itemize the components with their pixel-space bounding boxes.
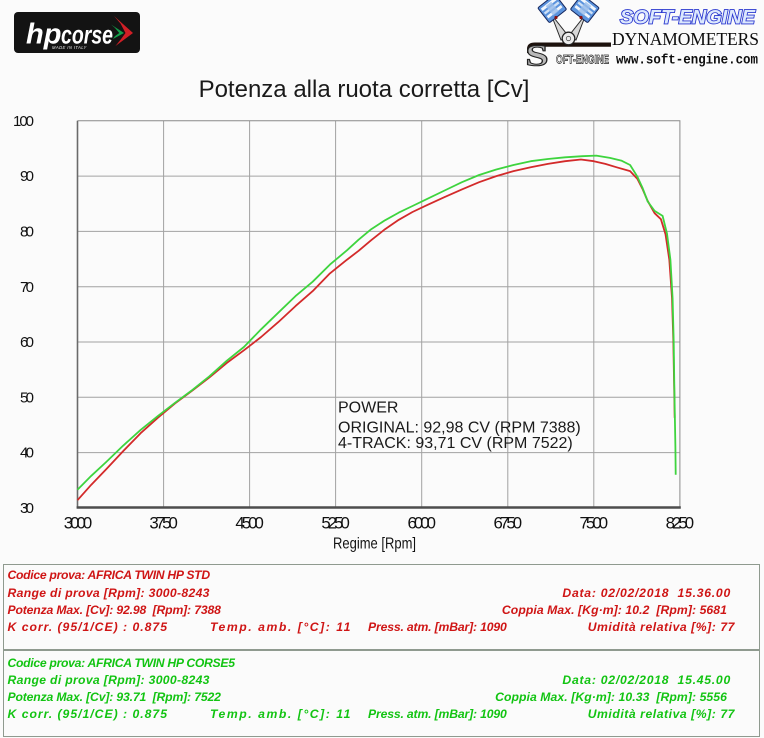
svg-text:8250: 8250 xyxy=(666,514,695,533)
svg-text:80: 80 xyxy=(20,224,34,241)
svg-text:100: 100 xyxy=(13,113,34,130)
svg-text:DYNAMOMETERS: DYNAMOMETERS xyxy=(612,29,759,49)
svg-text:40: 40 xyxy=(20,445,34,462)
svg-text:corse: corse xyxy=(61,20,113,50)
svg-text:90: 90 xyxy=(20,168,34,185)
svg-text:Potenza alla ruota corretta [C: Potenza alla ruota corretta [Cv] xyxy=(199,76,530,103)
svg-text:7500: 7500 xyxy=(580,514,609,533)
svg-text:4500: 4500 xyxy=(235,514,264,533)
svg-text:ORIGINAL: 92,98 CV (RPM 7388): ORIGINAL: 92,98 CV (RPM 7388) xyxy=(338,420,581,437)
svg-text:www.soft-engine.com: www.soft-engine.com xyxy=(616,54,758,69)
svg-text:S: S xyxy=(525,38,548,73)
svg-text:MADE IN ITALY: MADE IN ITALY xyxy=(52,45,88,50)
svg-text:50: 50 xyxy=(20,389,34,406)
svg-text:6750: 6750 xyxy=(494,514,523,533)
svg-text:3750: 3750 xyxy=(149,514,178,533)
svg-text:6000: 6000 xyxy=(407,514,436,533)
svg-text:5250: 5250 xyxy=(321,514,350,533)
svg-text:30: 30 xyxy=(20,500,34,517)
svg-text:POWER: POWER xyxy=(338,400,398,417)
svg-text:OFT-ENGINE: OFT-ENGINE xyxy=(556,53,609,67)
svg-text:hp: hp xyxy=(26,19,61,51)
svg-text:60: 60 xyxy=(20,334,34,351)
svg-text:Regime [Rpm]: Regime [Rpm] xyxy=(333,536,416,553)
svg-text:3000: 3000 xyxy=(64,514,93,533)
svg-text:SOFT-ENGINE: SOFT-ENGINE xyxy=(620,8,756,29)
svg-text:4-TRACK: 93,71 CV (RPM 7522): 4-TRACK: 93,71 CV (RPM 7522) xyxy=(338,435,573,452)
svg-text:70: 70 xyxy=(20,279,34,296)
